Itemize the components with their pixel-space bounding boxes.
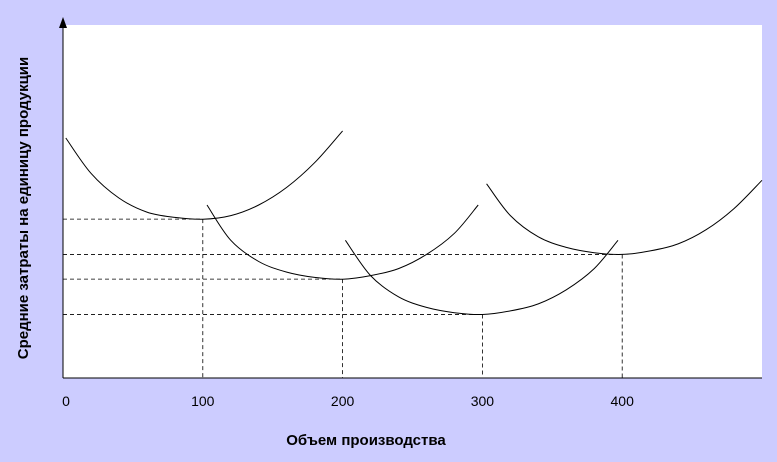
- x-tick-label: 200: [331, 393, 355, 409]
- reference-lines: [63, 218, 623, 378]
- y-axis-arrow-icon: [59, 17, 67, 28]
- x-tick-label: 300: [471, 393, 495, 409]
- x-tick-labels: 0 100 200 300 400: [62, 393, 634, 409]
- cost-curve-1: [65, 130, 343, 220]
- cost-curve-3: [344, 239, 619, 316]
- y-axis-label: Средние затраты на единицу продукции: [15, 57, 32, 360]
- x-tick-label: 0: [62, 393, 70, 409]
- x-tick-label: 100: [191, 393, 215, 409]
- cost-curve-2: [206, 204, 479, 280]
- x-axis-label: Объем производства: [286, 432, 446, 449]
- cost-curve-4: [486, 179, 763, 255]
- plot-area: [63, 25, 762, 378]
- x-tick-label: 400: [611, 393, 635, 409]
- cost-curves: [65, 130, 763, 316]
